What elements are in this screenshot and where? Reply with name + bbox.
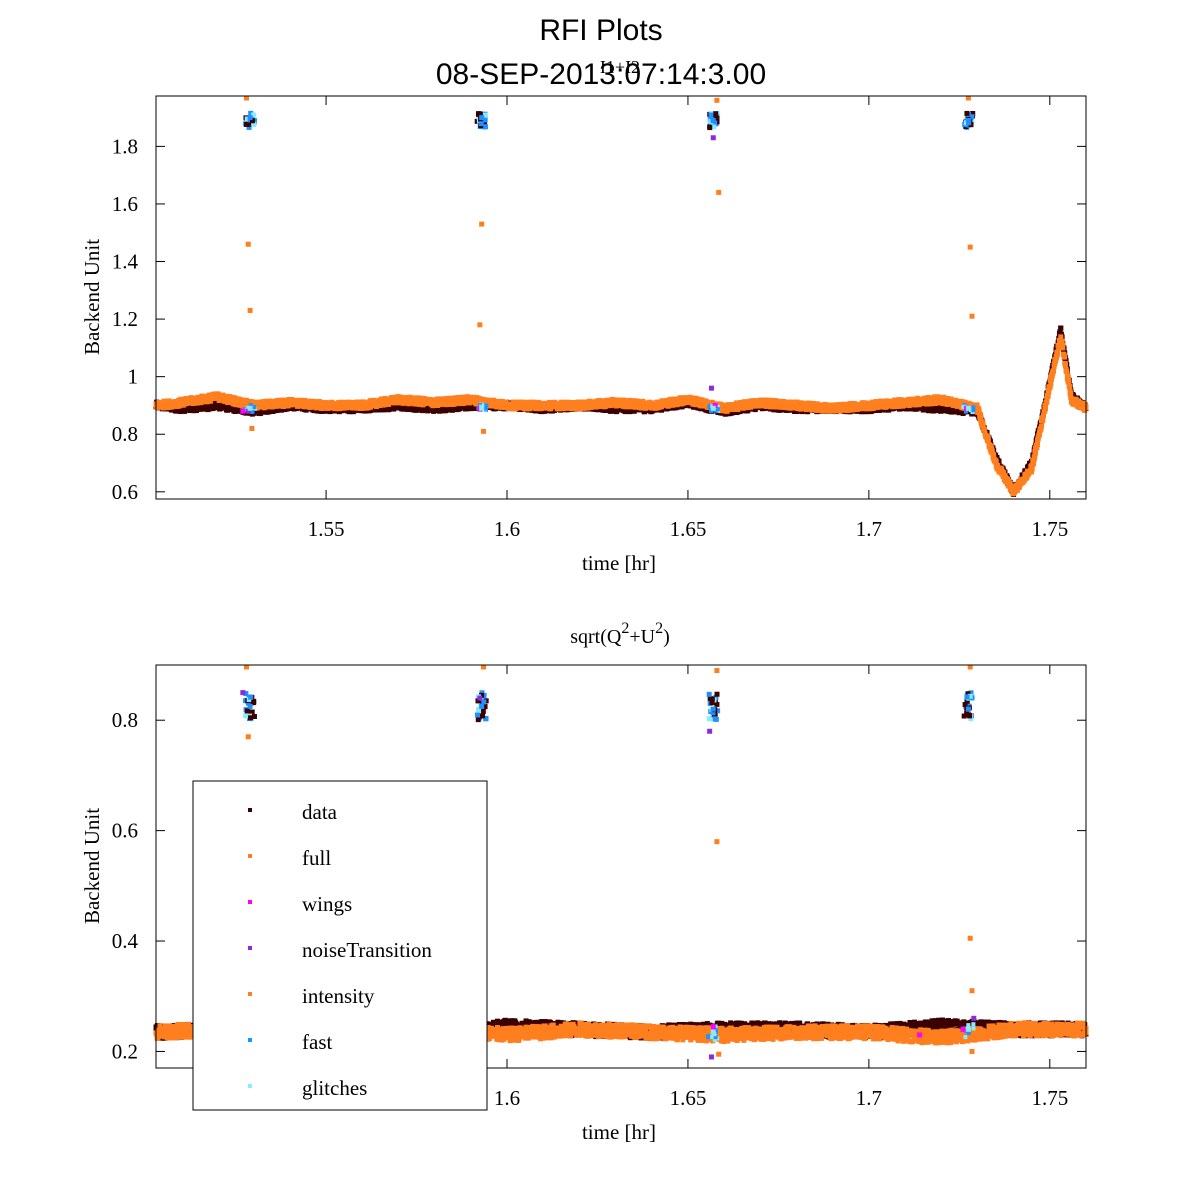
- point-data: [258, 410, 264, 416]
- point-data: [679, 404, 685, 410]
- point-full: [566, 405, 572, 411]
- point-full: [181, 402, 187, 408]
- point-data: [407, 406, 413, 412]
- figure-subtitle: 08-SEP-2013:07:14:3.00: [436, 58, 766, 91]
- point-full: [587, 398, 593, 404]
- point-full: [562, 399, 568, 405]
- point-data: [451, 406, 457, 412]
- point-full: [742, 399, 748, 405]
- point-full: [794, 399, 800, 405]
- point-full: [368, 404, 374, 410]
- point-full: [215, 391, 221, 397]
- top-panel-title: I1+I2: [600, 57, 640, 77]
- series-data: [153, 325, 1089, 497]
- point-full: [696, 396, 702, 402]
- point-full: [851, 407, 856, 413]
- point-full: [356, 399, 362, 405]
- point-full: [491, 398, 497, 404]
- point-full: [415, 395, 421, 401]
- figure-title: RFI Plots: [539, 14, 662, 47]
- point-full: [296, 397, 302, 403]
- point-full: [699, 397, 705, 403]
- point-full: [312, 399, 318, 405]
- point-data: [1063, 357, 1069, 363]
- point-full: [314, 405, 320, 411]
- point-full: [406, 401, 412, 407]
- point-data: [380, 407, 386, 413]
- point-full: [277, 397, 283, 403]
- point-full: [878, 398, 884, 404]
- point-full: [207, 398, 213, 404]
- point-data: [311, 408, 317, 414]
- point-data: [996, 458, 1002, 464]
- point-full: [534, 405, 540, 411]
- point-data: [266, 409, 272, 415]
- series-full: [153, 334, 1089, 497]
- top-panel-marks: [153, 95, 1089, 497]
- point-data: [1058, 325, 1064, 331]
- top-panel: 1.55 1.6 1.65 1.7 1.75 0.60.811.21.41.61.8 t…: [80, 95, 1089, 575]
- point-full: [302, 397, 308, 403]
- point-full: [607, 403, 613, 409]
- point-full: [161, 398, 167, 404]
